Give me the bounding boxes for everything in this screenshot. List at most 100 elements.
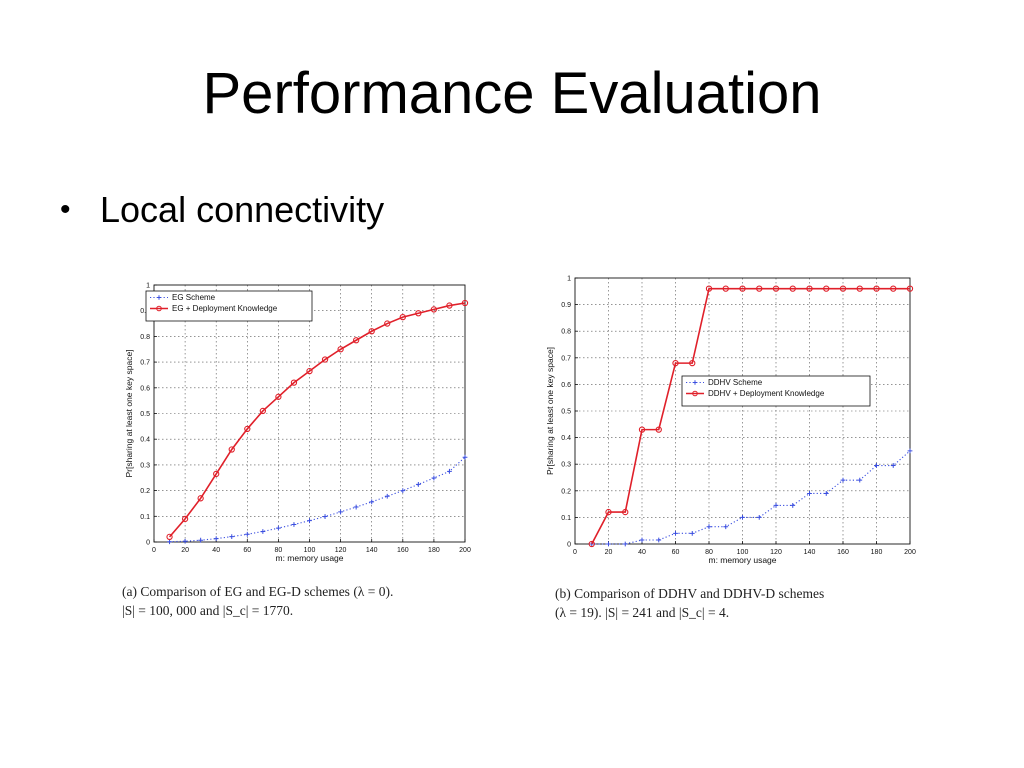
chart-b-series-1-point-9 — [739, 285, 746, 292]
chart-a-series-0-point-17 — [431, 475, 437, 481]
chart-a-series-0-point-8 — [291, 522, 297, 527]
chart-b-series-0-point-1 — [606, 541, 611, 547]
chart-a-series-1-point-17 — [430, 306, 438, 313]
chart-b-series-0-point-13 — [807, 491, 812, 496]
chart-a-x-tick-label-2: 40 — [212, 547, 220, 554]
chart-b-y-tick-label-8: 0.8 — [561, 329, 571, 336]
chart-a-y-tick-label-9: 0.9 — [140, 308, 150, 315]
chart-b-series-1-point-0 — [588, 540, 595, 548]
chart-a-series-0-line — [169, 456, 466, 543]
chart-b-series-0-point-19 — [907, 448, 913, 454]
caption-a: (a) Comparison of EG and EG-D schemes (λ… — [122, 582, 472, 620]
chart-b-y-tick-label-0: 0 — [567, 542, 571, 549]
chart-a-series-0-point-13 — [369, 499, 375, 505]
chart-a-y-tick-label-8: 0.8 — [140, 334, 150, 341]
chart-b-series-0-point-3 — [639, 537, 645, 543]
chart-a-y-tick-label-10: 1 — [146, 283, 150, 290]
chart-b-x-tick-label-8: 160 — [837, 549, 849, 556]
chart-b-y-tick-label-2: 0.2 — [561, 488, 571, 495]
chart-b-x-tick-label-0: 0 — [573, 549, 577, 556]
caption-a-line2: |S| = 100, 000 and |S_c| = 1770. — [122, 603, 294, 618]
chart-b-x-tick-label-1: 20 — [605, 549, 613, 556]
chart-b-series-1-point-12 — [789, 285, 796, 292]
chart-b-series-1-point-10 — [756, 285, 763, 292]
chart-a-series-0-point-4 — [229, 534, 235, 540]
chart-a-series-0-point-0 — [167, 539, 172, 545]
chart-a-series-1-point-16 — [415, 310, 422, 317]
chart-b-series-0-point-2 — [622, 541, 628, 547]
chart-a-x-tick-label-3: 60 — [243, 547, 251, 554]
chart-b-x-tick-label-10: 200 — [904, 549, 916, 556]
chart-a-series-0-point-6 — [260, 529, 266, 534]
chart-a-series-0-point-1 — [182, 538, 188, 544]
chart-a-y-tick-label-2: 0.2 — [140, 488, 150, 495]
chart-a-series-0-point-19 — [462, 454, 468, 460]
chart-a-series-1-point-18 — [446, 302, 453, 309]
chart-b-x-tick-label-4: 80 — [705, 549, 713, 556]
chart-a-series-1-line — [168, 302, 466, 538]
chart-b-legend-label-1: DDHV + Deployment Knowledge — [708, 389, 825, 398]
chart-a-series-1-point-14 — [384, 320, 391, 327]
chart-a-y-tick-label-4: 0.4 — [140, 437, 150, 444]
chart-a-x-tick-label-10: 200 — [459, 547, 471, 554]
chart-b-series-0-point-15 — [840, 477, 846, 483]
chart-b-series-0-point-9 — [740, 515, 745, 520]
chart-a-y-tick-label-6: 0.6 — [140, 385, 150, 392]
chart-a-legend-label-1: EG + Deployment Knowledge — [172, 304, 278, 313]
chart-a-series-0-point-16 — [415, 482, 421, 487]
chart-a-series-1-point-9 — [306, 367, 313, 375]
chart-b-legend-marker-1 — [692, 390, 698, 397]
chart-b-series-0-point-10 — [756, 515, 762, 520]
chart-a-y-tick-label-0: 0 — [146, 540, 150, 547]
chart-a-series-0-point-14 — [384, 493, 390, 499]
chart-a-series-1-point-1 — [181, 515, 189, 523]
chart-a-series-0-point-3 — [213, 536, 219, 542]
chart-b-x-tick-label-5: 100 — [737, 549, 749, 556]
chart-a-series-1-point-0 — [166, 533, 173, 541]
chart-a-x-axis-label: m: memory usage — [275, 553, 343, 563]
chart-b-legend-box — [681, 375, 871, 407]
chart-b-series-1-point-19 — [906, 285, 914, 292]
chart-b-series-1-point-6 — [689, 359, 696, 367]
caption-a-line1: (a) Comparison of EG and EG-D schemes (λ… — [122, 584, 394, 599]
chart-b-y-axis-label: Pr[sharing at least one key space] — [545, 347, 555, 475]
chart-a-series-0-point-7 — [276, 525, 281, 531]
chart-b-series-0-point-16 — [857, 477, 863, 483]
chart-a-series-1-point-15 — [399, 313, 406, 321]
chart-b-series-0-point-17 — [874, 463, 879, 468]
chart-a-legend-marker-1 — [156, 305, 162, 312]
chart-b-y-tick-label-3: 0.3 — [561, 462, 571, 469]
chart-b-series-1-point-17 — [873, 285, 880, 292]
chart-a-series-0-point-10 — [322, 514, 328, 519]
chart-b-series-0-point-5 — [673, 530, 678, 536]
chart-b-y-tick-label-9: 0.9 — [561, 302, 571, 309]
chart-b-series-1-point-16 — [856, 285, 863, 292]
chart-a-x-tick-label-0: 0 — [152, 547, 156, 554]
chart-b-y-tick-label-4: 0.4 — [561, 435, 571, 442]
chart-a-series-1-point-13 — [368, 328, 375, 335]
chart-b-series-1-line — [591, 287, 910, 545]
chart-a-x-tick-label-7: 140 — [366, 547, 378, 554]
chart-b-series-1-point-5 — [672, 359, 679, 367]
chart-a-y-tick-label-3: 0.3 — [140, 462, 150, 469]
chart-b-series-1-point-1 — [605, 508, 612, 516]
chart-a-x-tick-label-6: 120 — [335, 547, 347, 554]
caption-b-line2: (λ = 19). |S| = 241 and |S_c| = 4. — [555, 605, 730, 620]
chart-b-series-0-point-8 — [723, 524, 729, 530]
chart-a-series-1-point-3 — [213, 470, 220, 478]
chart-a-y-tick-label-1: 0.1 — [140, 514, 150, 521]
chart-a-series-1-point-6 — [259, 407, 266, 415]
chart-a-series-1-point-5 — [244, 425, 251, 433]
chart-a-series-1-point-4 — [228, 446, 235, 453]
chart-b-legend-label-0: DDHV Scheme — [708, 378, 763, 387]
chart-a-series-0-point-15 — [400, 488, 406, 493]
chart-b-x-axis-label: m: memory usage — [708, 555, 776, 565]
chart-b-series-0-point-4 — [656, 537, 662, 543]
chart-a-y-tick-label-7: 0.7 — [140, 360, 150, 367]
chart-b: 0 20 40 60 80 100 120 140 160 180 200 0 0.1 0.2 0.3 0.4… — [545, 276, 916, 566]
chart-b-series-0-point-6 — [689, 530, 695, 536]
chart-b-series-0-point-7 — [706, 524, 712, 530]
chart-b-x-tick-label-9: 180 — [871, 549, 883, 556]
chart-b-series-1-point-4 — [655, 426, 662, 433]
bullet-item: • Local connectivity — [60, 188, 384, 232]
